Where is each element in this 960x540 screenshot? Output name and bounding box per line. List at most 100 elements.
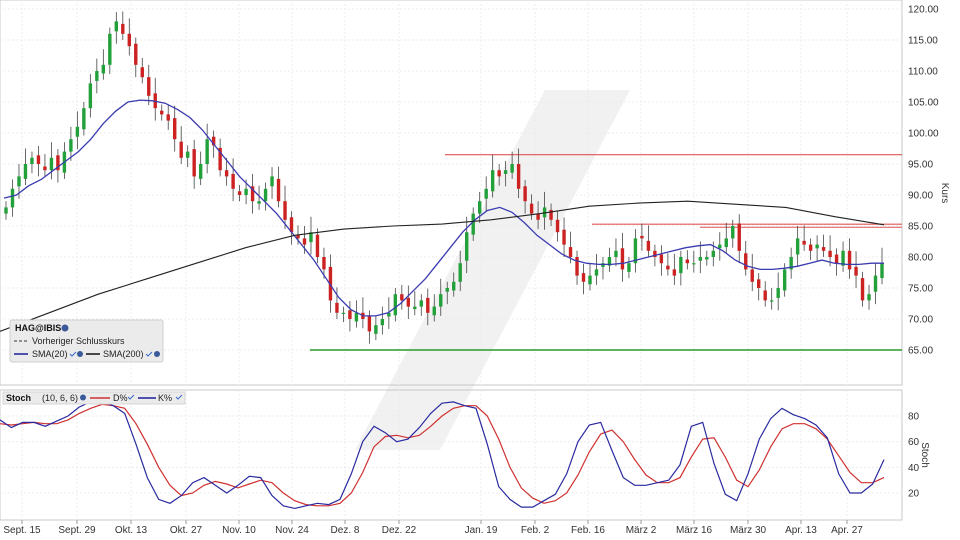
x-tick-label: Sept. 15 — [3, 525, 41, 536]
candle-body — [121, 23, 125, 34]
k-check-icon[interactable] — [175, 394, 183, 400]
stoch-tick-label: 60 — [908, 437, 920, 448]
x-tick-label: Nov. 24 — [275, 525, 309, 536]
candle-body — [108, 33, 112, 65]
candle-body — [43, 166, 47, 171]
candle-body — [315, 234, 320, 257]
candle-body — [101, 64, 106, 74]
x-tick-label: Sept. 29 — [58, 525, 96, 536]
candle-body — [679, 257, 683, 274]
candle-body — [250, 186, 255, 202]
price-tick-label: 80.00 — [908, 253, 933, 264]
candle-body — [815, 244, 819, 249]
candle-body — [413, 306, 417, 310]
stoch-title: Stoch — [6, 393, 31, 403]
candle-body — [821, 247, 826, 251]
watermark-logo — [355, 90, 630, 450]
candle-body — [776, 288, 780, 298]
candle-body — [705, 257, 709, 260]
sma20-line — [3, 99, 884, 317]
candle-body — [400, 294, 404, 301]
x-tick-label: Apr. 27 — [831, 525, 863, 536]
candle-body — [711, 250, 715, 257]
legend-sma200: SMA(200) — [103, 349, 144, 359]
candle-body — [542, 207, 547, 218]
candle-body — [452, 281, 456, 291]
candle-body — [601, 263, 605, 267]
candle-body — [692, 263, 696, 265]
candle-body — [82, 108, 86, 130]
candle-body — [795, 238, 800, 255]
candle-body — [244, 188, 248, 195]
candle-body — [659, 254, 664, 264]
sma200-check-icon[interactable] — [145, 351, 153, 357]
candle-body — [406, 297, 411, 307]
candle-body — [873, 275, 878, 292]
sma20-globe-icon[interactable] — [77, 351, 83, 357]
candle-body — [640, 235, 644, 239]
candle-body — [860, 278, 865, 301]
candle-body — [322, 257, 326, 270]
price-tick-label: 110.00 — [908, 67, 938, 78]
candle-body — [536, 213, 540, 220]
candle-body — [510, 164, 514, 173]
candle-body — [477, 201, 482, 214]
price-tick-label: 70.00 — [908, 315, 933, 326]
candle-body — [750, 269, 754, 282]
candle-body — [490, 170, 495, 192]
candle-body — [134, 43, 138, 65]
x-tick-label: Jan. 19 — [465, 525, 498, 536]
candle-body — [880, 263, 884, 279]
candle-body — [185, 151, 190, 158]
sma20-check-icon[interactable] — [69, 351, 77, 357]
legend: HAG@IBIS Vorheriger Schlusskurs SMA(20) … — [9, 319, 164, 363]
candle-body — [575, 257, 579, 276]
stoch-d-label: D% — [113, 393, 128, 403]
legend-sma20: SMA(20) — [32, 349, 68, 359]
candle-body — [218, 147, 222, 171]
price-tick-label: 65.00 — [908, 346, 933, 357]
candle-body — [646, 240, 651, 251]
stoch-panel-frame — [0, 389, 903, 521]
candle-body — [523, 186, 527, 202]
candle-body — [841, 250, 845, 266]
candle-body — [549, 209, 553, 220]
x-tick-label: Nov. 10 — [222, 525, 256, 536]
candle-body — [588, 275, 592, 285]
candle-body — [224, 170, 229, 177]
d-check-icon[interactable] — [127, 394, 135, 400]
candle-body — [744, 253, 748, 270]
candle-body — [607, 257, 612, 266]
candle-body — [367, 316, 372, 332]
candle-body — [4, 207, 8, 214]
candle-body — [620, 248, 625, 270]
candle-body — [36, 155, 41, 164]
sma200-line — [0, 200, 885, 332]
candle-body — [867, 294, 871, 301]
candle-body — [594, 269, 599, 276]
candle-body — [276, 178, 281, 202]
candle-body — [302, 238, 307, 245]
price-tick-label: 95.00 — [908, 160, 933, 171]
price-axis-title: Kurs — [939, 183, 950, 204]
candle-body — [718, 244, 722, 249]
candle-body — [192, 149, 196, 177]
candle-body — [309, 232, 313, 243]
sma200-globe-icon[interactable] — [154, 351, 160, 357]
x-tick-label: März 2 — [626, 525, 657, 536]
x-tick-label: März 30 — [730, 525, 767, 536]
candle-body — [335, 302, 339, 313]
x-tick-label: März 16 — [676, 525, 713, 536]
stoch-globe-icon[interactable] — [80, 394, 86, 401]
candle-body — [516, 164, 521, 189]
stoch-tick-label: 40 — [908, 463, 920, 474]
candle-body — [30, 157, 34, 164]
candle-body — [231, 173, 235, 189]
candle-body — [484, 188, 488, 199]
candle-body — [211, 136, 216, 146]
candle-body — [802, 240, 806, 245]
candle-body — [503, 170, 508, 174]
candle-body — [296, 234, 300, 239]
globe-icon[interactable] — [61, 324, 69, 332]
